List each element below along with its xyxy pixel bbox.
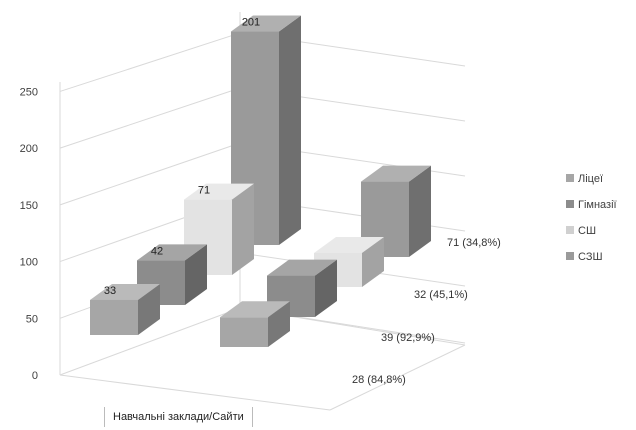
bar-top xyxy=(361,165,431,182)
row-label: 71 (34,8%) xyxy=(447,237,501,249)
data-labels: 201 71 42 33 xyxy=(104,17,260,297)
row-label: 32 (45,1%) xyxy=(414,289,468,301)
legend-label: СЗШ xyxy=(578,251,603,263)
data-label: 33 xyxy=(104,285,116,297)
legend-swatch xyxy=(566,226,574,234)
legend-swatch xyxy=(566,252,574,260)
bar-side xyxy=(362,237,384,287)
y-axis-ticks: 0 50 100 150 200 250 xyxy=(20,86,38,382)
bar-side xyxy=(279,15,301,246)
bar-side xyxy=(315,259,337,317)
y-tick-label: 100 xyxy=(20,257,38,269)
data-label: 71 xyxy=(198,185,210,197)
bar-top xyxy=(267,259,337,276)
bar-side xyxy=(232,183,254,275)
data-label: 42 xyxy=(151,245,163,257)
bar-top xyxy=(184,183,254,200)
y-tick-label: 0 xyxy=(32,370,38,382)
bar xyxy=(220,317,268,347)
row-label: 28 (84,8%) xyxy=(352,374,406,386)
y-tick-label: 150 xyxy=(20,200,38,212)
y-tick-label: 250 xyxy=(20,86,38,98)
bar-side xyxy=(185,244,207,305)
row-labels: 28 (84,8%) 39 (92,9%) 32 (45,1%) 71 (34,8%) xyxy=(352,237,501,386)
gridline-left xyxy=(59,87,241,149)
gridline-left xyxy=(59,142,241,206)
y-tick-label: 200 xyxy=(20,143,38,155)
bars xyxy=(90,15,431,347)
legend-swatch xyxy=(566,174,574,182)
bar-top xyxy=(137,244,207,261)
bar-top xyxy=(231,15,301,32)
legend-label: Ліцеї xyxy=(578,173,603,185)
bar-side xyxy=(138,283,160,335)
row-label: 39 (92,9%) xyxy=(381,332,435,344)
legend-label: Гімназії xyxy=(578,199,617,211)
bar-side xyxy=(268,301,290,347)
gridline-left xyxy=(59,32,241,92)
bar-top xyxy=(90,283,160,300)
legend-label: СШ xyxy=(578,225,596,237)
floor-front-edge xyxy=(59,374,331,411)
x-axis-title: Навчальні заклади/Сайти xyxy=(104,407,253,427)
y-tick-label: 50 xyxy=(26,313,38,325)
legend-swatch xyxy=(566,200,574,208)
gridline-left xyxy=(59,307,241,376)
legend: Ліцеї Гімназії СШ СЗШ xyxy=(566,173,617,263)
data-label: 201 xyxy=(242,17,260,29)
floor-right-edge xyxy=(329,344,466,411)
bar-top xyxy=(314,237,384,254)
bar xyxy=(90,299,138,335)
bar-top xyxy=(220,301,290,318)
bar-side xyxy=(409,165,431,257)
